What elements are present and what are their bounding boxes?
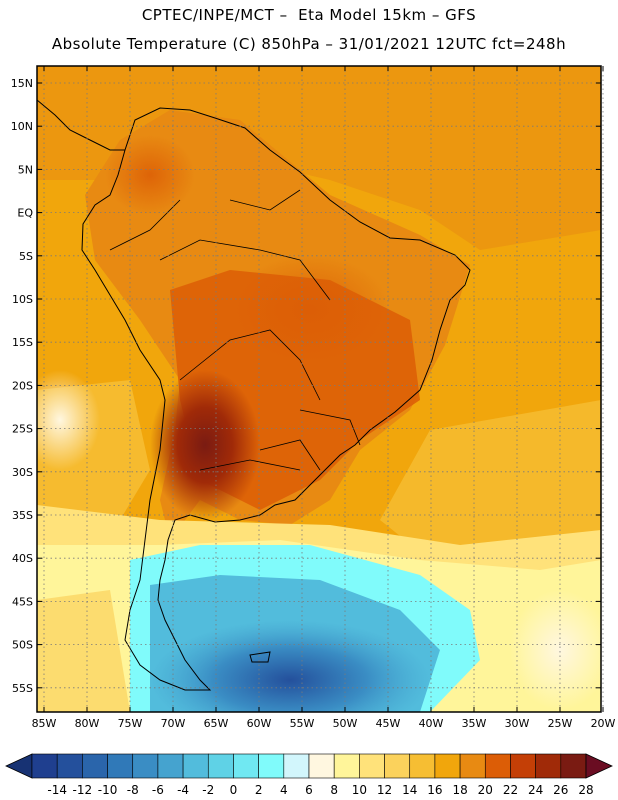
temperature-field xyxy=(37,66,601,712)
colorbar-label: -12 xyxy=(73,783,93,797)
axis-ticks xyxy=(37,66,604,712)
colorbar-label: 20 xyxy=(478,783,493,797)
lat-label: 5S xyxy=(19,250,33,263)
lon-label: 70W xyxy=(161,717,186,730)
colorbar-label: -4 xyxy=(177,783,189,797)
lon-label: 85W xyxy=(32,717,57,730)
lon-label: 20W xyxy=(591,717,616,730)
colorbar-swatch xyxy=(258,753,285,779)
colorbar-label: -14 xyxy=(47,783,67,797)
lat-label: 25S xyxy=(12,423,33,436)
falklands xyxy=(249,651,271,663)
colorbar-label: 28 xyxy=(578,783,593,797)
field-pale-pacific xyxy=(37,370,100,470)
colorbar-swatch xyxy=(510,753,536,779)
lat-label: 55S xyxy=(12,682,33,695)
colorbar-swatch xyxy=(107,753,134,779)
colorbar-swatch xyxy=(283,753,310,779)
lat-label: 35S xyxy=(12,509,33,522)
lat-label: 45S xyxy=(12,595,33,608)
colorbar-swatch xyxy=(359,753,385,779)
lon-label: 35W xyxy=(462,717,487,730)
lat-label: 40S xyxy=(12,552,33,565)
colorbar-label: 14 xyxy=(402,783,417,797)
field-warm-north xyxy=(105,135,195,215)
colorbar-swatch xyxy=(233,753,259,779)
colorbar xyxy=(5,753,613,779)
colorbar-label: 2 xyxy=(255,783,263,797)
colorbar-swatch xyxy=(434,753,461,779)
lat-label: 10S xyxy=(12,293,33,306)
colorbar-swatch xyxy=(333,753,360,779)
colorbar-label: 26 xyxy=(553,783,568,797)
lon-label: 65W xyxy=(204,717,229,730)
colorbar-label: 22 xyxy=(503,783,518,797)
colorbar-over-arrow xyxy=(585,753,613,779)
lon-label: 75W xyxy=(118,717,143,730)
lat-labels: 15N 10N 5N EQ 5S 10S 15S 20S 25S 30S 35S 40S 45S 50S 5… xyxy=(11,77,34,695)
coastlines xyxy=(36,99,471,691)
field-warm-brazil xyxy=(230,255,390,365)
colorbar-swatch xyxy=(560,753,587,779)
field-atlantic xyxy=(380,400,601,560)
map-frame xyxy=(36,65,602,713)
colorbar-labels: -14 -12 -10 -8 -6 -4 -2 0 2 4 6 8 10 12 14 16 18 20 22 24 26… xyxy=(47,783,593,797)
lon-label: 30W xyxy=(505,717,530,730)
title-line-2: Absolute Temperature (C) 850hPa – 31/01/… xyxy=(51,35,567,53)
field-southwest xyxy=(37,590,130,712)
lat-label: 30S xyxy=(12,466,33,479)
colorbar-label: 8 xyxy=(330,783,338,797)
colorbar-swatch xyxy=(157,753,184,779)
colorbar-label: -6 xyxy=(152,783,164,797)
lon-label: 55W xyxy=(290,717,315,730)
borders xyxy=(109,189,361,471)
lon-label: 45W xyxy=(376,717,401,730)
colorbar-label: 0 xyxy=(230,783,238,797)
colorbar-swatch xyxy=(31,753,58,779)
colorbar-label: 4 xyxy=(280,783,288,797)
lon-label: 50W xyxy=(333,717,358,730)
field-pale-east xyxy=(510,590,601,710)
lon-label: 25W xyxy=(548,717,573,730)
colorbar-swatch xyxy=(56,753,83,779)
colorbar-swatch xyxy=(484,753,511,779)
colorbar-swatch xyxy=(409,753,436,779)
colorbar-swatch xyxy=(384,753,411,779)
title-line-1: CPTEC/INPE/MCT – Eta Model 15km – GFS xyxy=(141,6,477,24)
colorbar-swatch xyxy=(459,753,486,779)
colorbar-swatch xyxy=(132,753,159,779)
lat-label: 20S xyxy=(12,379,33,392)
field-cold-core xyxy=(150,620,430,712)
lon-label: 60W xyxy=(247,717,272,730)
lat-label: 50S xyxy=(12,639,33,652)
lon-label: 40W xyxy=(419,717,444,730)
lat-label: 15N xyxy=(11,77,33,90)
colorbar-swatch xyxy=(182,753,209,779)
central-america-outline xyxy=(36,99,125,151)
colorbar-label: -8 xyxy=(127,783,139,797)
lat-label: 5N xyxy=(18,163,33,176)
colorbar-label: 12 xyxy=(377,783,392,797)
colorbar-label: 16 xyxy=(427,783,442,797)
colorbar-label: -2 xyxy=(202,783,214,797)
colorbar-swatch xyxy=(308,753,335,779)
colorbar-swatch xyxy=(207,753,234,779)
colorbar-label: 18 xyxy=(452,783,467,797)
lon-labels: 85W 80W 75W 70W 65W 60W 55W 50W 45W 40W 35W 30W 25W 2… xyxy=(32,717,616,730)
colorbar-swatch xyxy=(535,753,562,779)
lat-label: 15S xyxy=(12,336,33,349)
colorbar-under-arrow xyxy=(5,753,33,779)
colorbar-label: -10 xyxy=(98,783,118,797)
colorbar-label: 24 xyxy=(528,783,543,797)
colorbar-label: 10 xyxy=(352,783,367,797)
colorbar-swatch xyxy=(82,753,108,779)
lat-label: EQ xyxy=(17,207,33,220)
field-hot-core xyxy=(150,370,260,520)
south-america-outline xyxy=(81,107,471,691)
lat-label: 10N xyxy=(11,120,33,133)
lon-label: 80W xyxy=(75,717,100,730)
colorbar-label: 6 xyxy=(305,783,313,797)
